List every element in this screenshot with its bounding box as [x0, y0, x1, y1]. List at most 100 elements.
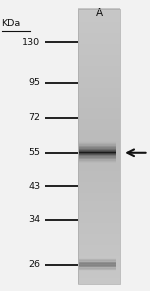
- Text: 130: 130: [22, 38, 40, 47]
- Bar: [79, 266, 116, 267]
- Bar: [78, 275, 120, 278]
- Bar: [79, 145, 116, 146]
- Bar: [78, 85, 120, 88]
- Bar: [79, 142, 116, 143]
- Bar: [78, 36, 120, 39]
- Bar: [79, 143, 116, 144]
- Bar: [79, 159, 116, 160]
- Bar: [78, 226, 120, 229]
- Bar: [78, 110, 120, 113]
- Bar: [79, 148, 116, 150]
- Bar: [79, 155, 116, 157]
- Bar: [79, 148, 116, 149]
- Bar: [78, 9, 120, 284]
- Bar: [79, 149, 116, 150]
- Bar: [78, 250, 120, 253]
- Bar: [78, 61, 120, 64]
- Bar: [78, 212, 120, 215]
- Bar: [78, 154, 120, 157]
- Bar: [78, 118, 120, 121]
- Bar: [78, 77, 120, 80]
- Bar: [78, 104, 120, 108]
- Bar: [78, 49, 120, 53]
- Bar: [78, 201, 120, 204]
- Bar: [78, 217, 120, 221]
- Bar: [78, 245, 120, 248]
- Bar: [78, 8, 120, 11]
- Bar: [78, 96, 120, 100]
- Bar: [78, 74, 120, 77]
- Bar: [79, 145, 116, 146]
- Bar: [79, 260, 116, 261]
- Bar: [79, 150, 116, 151]
- Text: 43: 43: [28, 182, 40, 191]
- Bar: [78, 198, 120, 201]
- Bar: [78, 253, 120, 256]
- Bar: [78, 126, 120, 130]
- Bar: [79, 154, 116, 155]
- Bar: [79, 153, 116, 154]
- Bar: [78, 44, 120, 47]
- Bar: [78, 63, 120, 66]
- Text: A: A: [95, 8, 103, 18]
- Bar: [79, 144, 116, 145]
- Bar: [79, 269, 116, 270]
- Bar: [79, 265, 116, 266]
- Bar: [78, 242, 120, 245]
- Bar: [79, 161, 116, 162]
- Bar: [79, 149, 116, 150]
- Bar: [78, 132, 120, 135]
- Bar: [79, 259, 116, 260]
- Bar: [78, 181, 120, 185]
- Bar: [78, 190, 120, 193]
- Bar: [79, 160, 116, 161]
- Bar: [79, 141, 116, 142]
- Bar: [79, 264, 116, 265]
- Bar: [78, 22, 120, 25]
- Text: 72: 72: [28, 113, 40, 122]
- Bar: [79, 148, 116, 149]
- Bar: [78, 157, 120, 160]
- Bar: [79, 141, 116, 143]
- Bar: [78, 16, 120, 20]
- Bar: [78, 129, 120, 132]
- Bar: [79, 267, 116, 268]
- Bar: [78, 135, 120, 138]
- Bar: [79, 263, 116, 264]
- Bar: [79, 158, 116, 159]
- Bar: [78, 239, 120, 242]
- Bar: [78, 184, 120, 187]
- Bar: [79, 155, 116, 156]
- Bar: [78, 220, 120, 223]
- Bar: [78, 179, 120, 182]
- Bar: [79, 152, 116, 153]
- Bar: [78, 55, 120, 58]
- Bar: [78, 66, 120, 69]
- Bar: [78, 113, 120, 116]
- Bar: [78, 173, 120, 176]
- Bar: [78, 228, 120, 231]
- Bar: [78, 25, 120, 28]
- Bar: [78, 91, 120, 94]
- Text: 95: 95: [28, 79, 40, 87]
- Bar: [79, 162, 116, 164]
- Bar: [78, 80, 120, 83]
- Bar: [78, 148, 120, 152]
- Bar: [78, 69, 120, 72]
- Bar: [78, 281, 120, 284]
- Bar: [78, 27, 120, 31]
- Bar: [78, 151, 120, 155]
- Bar: [78, 107, 120, 111]
- Bar: [79, 262, 116, 263]
- Bar: [79, 157, 116, 158]
- Bar: [78, 176, 120, 179]
- Bar: [79, 267, 116, 268]
- Bar: [78, 269, 120, 273]
- Bar: [79, 163, 116, 164]
- Bar: [78, 47, 120, 50]
- Bar: [78, 192, 120, 196]
- Bar: [78, 88, 120, 91]
- Bar: [79, 259, 116, 260]
- Bar: [79, 143, 116, 144]
- Bar: [78, 140, 120, 143]
